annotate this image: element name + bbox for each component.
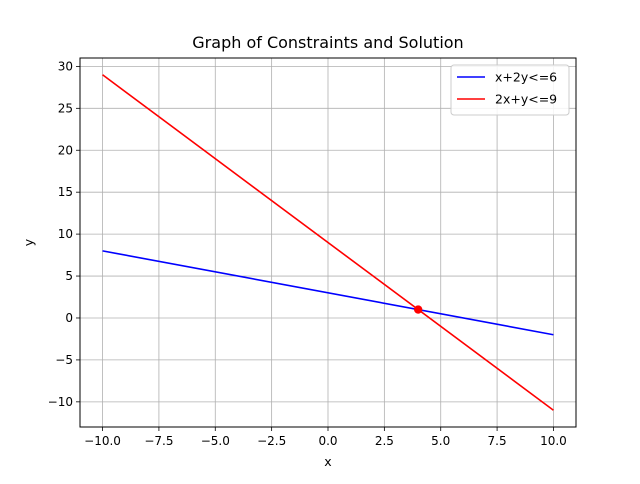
y-tick-label: 0 <box>65 311 73 325</box>
x-tick-label: 0.0 <box>318 434 337 448</box>
series-lines <box>102 74 554 411</box>
y-tick-label: 5 <box>65 269 73 283</box>
x-tick-label: 2.5 <box>375 434 394 448</box>
x-tick-label: −7.5 <box>144 434 173 448</box>
y-tick-label: −10 <box>48 395 73 409</box>
y-axis-label: y <box>21 238 36 246</box>
series-line-2 <box>102 74 554 411</box>
y-tick-label: 30 <box>58 59 73 73</box>
chart-title: Graph of Constraints and Solution <box>192 33 463 52</box>
x-tick-label: 5.0 <box>431 434 450 448</box>
y-tick-label: 25 <box>58 101 73 115</box>
series-line-1 <box>102 250 554 336</box>
axis-ticks: −10.0 −7.5 −5.0 −2.5 0.0 2.5 5.0 7.5 10.0 −10 −5 0 5… <box>48 59 567 448</box>
x-tick-label: −10.0 <box>84 434 121 448</box>
y-tick-label: 15 <box>58 185 73 199</box>
x-tick-label: −2.5 <box>257 434 286 448</box>
legend-label-1: x+2y<=6 <box>495 70 557 85</box>
x-tick-label: 7.5 <box>488 434 507 448</box>
grid-lines <box>80 58 576 427</box>
legend: x+2y<=6 2x+y<=9 <box>450 64 570 116</box>
x-tick-label: −5.0 <box>201 434 230 448</box>
y-tick-label: −5 <box>55 353 73 367</box>
x-axis-label: x <box>324 454 331 469</box>
y-tick-label: 10 <box>58 227 73 241</box>
solution-points <box>413 305 423 314</box>
y-tick-label: 20 <box>58 143 73 157</box>
x-tick-label: 10.0 <box>540 434 567 448</box>
solution-point <box>413 305 423 314</box>
legend-label-2: 2x+y<=9 <box>495 92 557 107</box>
